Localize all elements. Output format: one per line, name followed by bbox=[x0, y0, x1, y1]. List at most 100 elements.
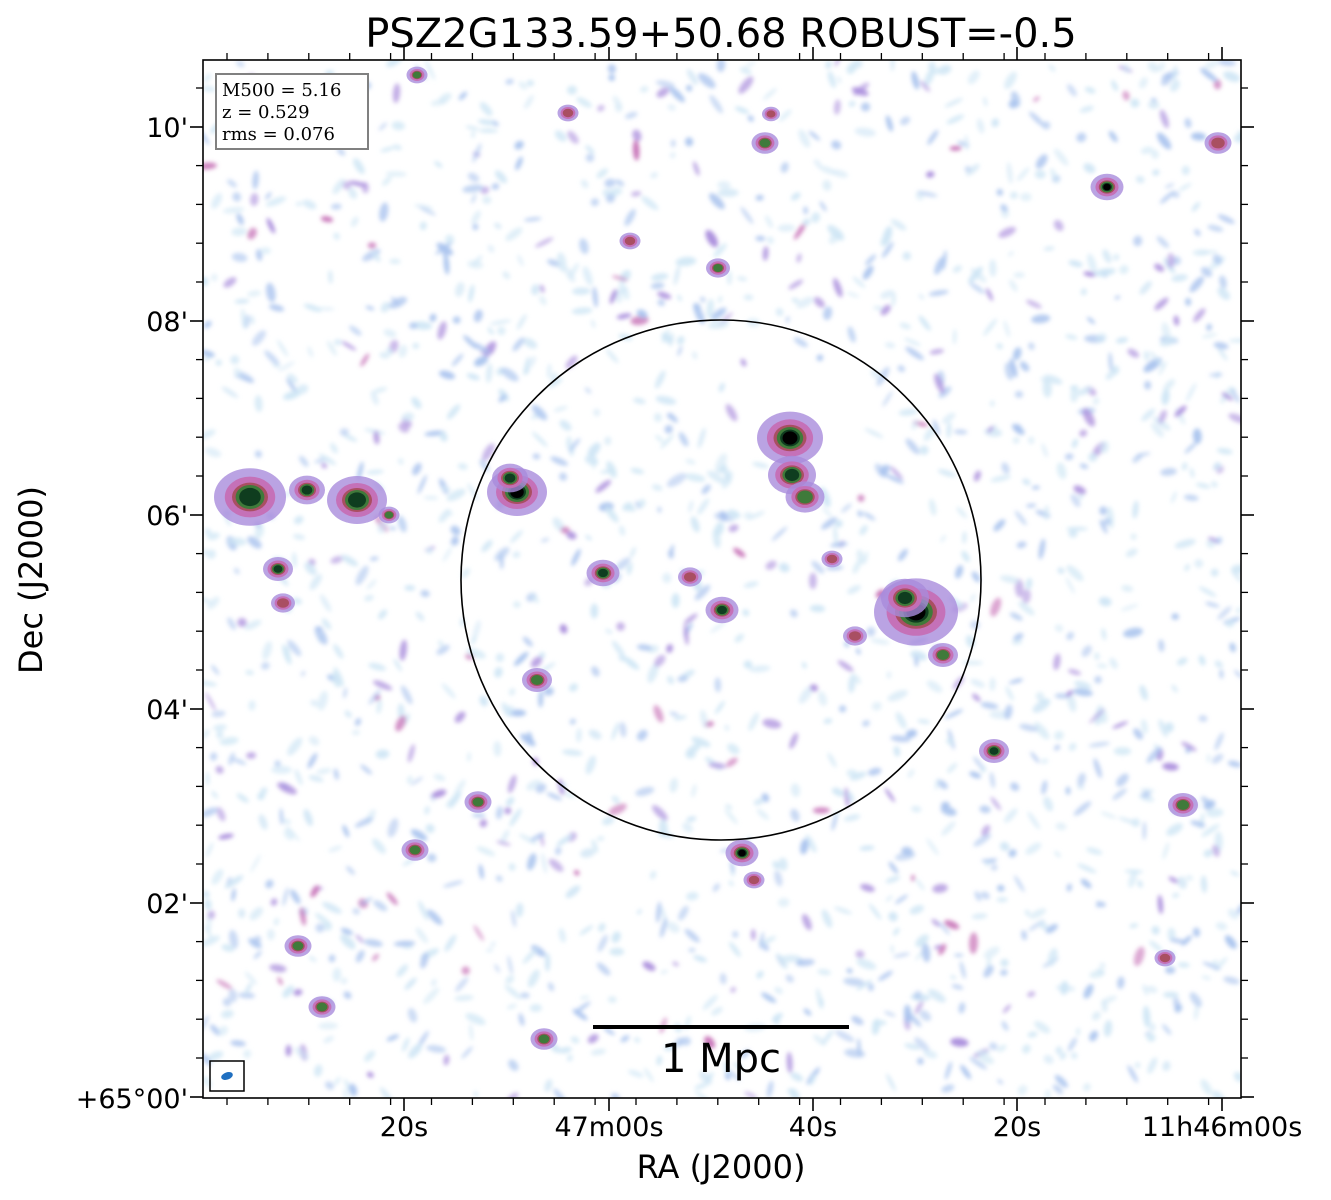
noise-speck bbox=[264, 350, 280, 366]
noise-speck bbox=[1091, 1011, 1101, 1021]
noise-speck bbox=[294, 769, 303, 786]
noise-speck bbox=[308, 775, 324, 783]
noise-speck bbox=[238, 908, 246, 919]
noise-speck bbox=[571, 548, 581, 567]
noise-speck bbox=[990, 597, 1002, 617]
noise-speck bbox=[412, 342, 420, 349]
noise-speck bbox=[865, 254, 877, 266]
noise-speck bbox=[250, 193, 259, 206]
noise-speck bbox=[1008, 99, 1018, 109]
noise-speck bbox=[579, 995, 590, 1000]
noise-speck bbox=[585, 755, 596, 775]
noise-speck bbox=[752, 462, 769, 468]
noise-speck bbox=[693, 303, 705, 325]
noise-speck bbox=[1177, 962, 1190, 968]
noise-speck bbox=[946, 421, 952, 439]
noise-speck bbox=[207, 910, 216, 920]
noise-speck bbox=[1070, 384, 1080, 403]
noise-speck bbox=[310, 885, 320, 898]
noise-speck bbox=[1203, 849, 1213, 858]
noise-speck bbox=[364, 939, 383, 947]
noise-speck bbox=[1150, 97, 1157, 102]
noise-speck bbox=[680, 1036, 691, 1046]
noise-speck bbox=[349, 1083, 358, 1096]
noise-speck bbox=[355, 934, 365, 943]
noise-speck bbox=[1056, 462, 1067, 480]
noise-speck bbox=[1158, 639, 1165, 652]
noise-speck bbox=[458, 91, 468, 101]
noise-speck bbox=[1012, 436, 1020, 444]
noise-speck bbox=[667, 104, 676, 111]
noise-speck bbox=[207, 532, 220, 540]
noise-speck bbox=[632, 140, 640, 161]
noise-speck bbox=[656, 1055, 663, 1066]
noise-speck bbox=[442, 546, 453, 562]
noise-speck bbox=[1027, 436, 1035, 445]
noise-speck bbox=[410, 829, 428, 841]
noise-speck bbox=[1053, 653, 1061, 671]
noise-speck bbox=[615, 179, 625, 187]
noise-speck bbox=[688, 500, 694, 513]
noise-speck bbox=[1086, 317, 1096, 324]
noise-speck bbox=[999, 575, 1020, 584]
noise-speck bbox=[855, 950, 865, 959]
noise-speck bbox=[669, 86, 685, 103]
noise-speck bbox=[1083, 984, 1094, 999]
noise-speck bbox=[650, 870, 657, 880]
noise-speck bbox=[203, 729, 210, 739]
noise-speck bbox=[266, 217, 276, 234]
noise-speck bbox=[386, 60, 403, 68]
noise-speck bbox=[245, 670, 254, 675]
noise-speck bbox=[1078, 493, 1084, 500]
noise-speck bbox=[504, 705, 515, 716]
noise-speck bbox=[893, 952, 910, 958]
noise-speck bbox=[1102, 517, 1112, 526]
noise-speck bbox=[664, 425, 673, 434]
noise-speck bbox=[771, 526, 788, 542]
noise-speck bbox=[809, 572, 817, 590]
noise-speck bbox=[1148, 100, 1160, 109]
noise-speck bbox=[1142, 984, 1149, 996]
noise-speck bbox=[1122, 63, 1130, 74]
noise-speck bbox=[482, 196, 492, 204]
noise-speck bbox=[608, 803, 627, 816]
noise-speck bbox=[1001, 462, 1010, 475]
noise-speck bbox=[686, 816, 697, 823]
noise-speck bbox=[788, 279, 804, 290]
noise-speck bbox=[531, 284, 540, 296]
noise-speck bbox=[244, 982, 253, 996]
noise-speck bbox=[891, 292, 896, 307]
noise-speck bbox=[677, 294, 682, 302]
noise-speck bbox=[1099, 506, 1108, 516]
noise-speck bbox=[611, 187, 623, 196]
source-core bbox=[384, 511, 394, 519]
noise-speck bbox=[647, 662, 659, 683]
noise-speck bbox=[1139, 281, 1152, 295]
noise-speck bbox=[211, 790, 219, 799]
noise-speck bbox=[353, 158, 365, 175]
noise-speck bbox=[1211, 844, 1220, 857]
noise-speck bbox=[596, 962, 611, 976]
noise-speck bbox=[1190, 132, 1207, 141]
noise-speck bbox=[354, 817, 374, 828]
noise-speck bbox=[761, 992, 777, 1003]
noise-speck bbox=[817, 691, 828, 707]
noise-speck bbox=[375, 749, 390, 759]
noise-speck bbox=[886, 1073, 896, 1092]
noise-speck bbox=[1065, 334, 1078, 340]
noise-speck bbox=[439, 431, 448, 442]
noise-speck bbox=[559, 472, 568, 481]
noise-speck bbox=[1130, 98, 1140, 108]
noise-speck bbox=[1161, 389, 1170, 406]
noise-speck bbox=[732, 1062, 744, 1071]
noise-speck bbox=[303, 303, 322, 312]
noise-speck bbox=[244, 619, 262, 630]
noise-speck bbox=[1147, 1057, 1158, 1074]
noise-speck bbox=[856, 549, 865, 565]
noise-speck bbox=[917, 190, 938, 198]
noise-speck bbox=[919, 1010, 932, 1022]
noise-speck bbox=[438, 92, 452, 103]
noise-speck bbox=[1015, 678, 1022, 683]
noise-speck bbox=[1087, 253, 1097, 274]
noise-speck bbox=[287, 373, 298, 384]
